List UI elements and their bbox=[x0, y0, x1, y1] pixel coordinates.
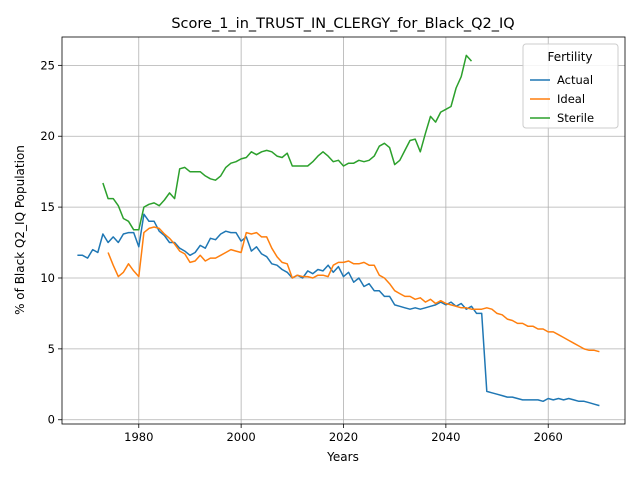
x-tick-label: 2020 bbox=[329, 430, 358, 444]
legend-label-sterile: Sterile bbox=[557, 111, 594, 125]
x-axis-label: Years bbox=[326, 450, 359, 464]
series-line-actual bbox=[77, 213, 600, 407]
legend-box bbox=[522, 43, 619, 129]
y-tick-label: 25 bbox=[40, 58, 55, 72]
series-line-ideal bbox=[107, 226, 600, 353]
x-tick-label: 2000 bbox=[226, 430, 255, 444]
x-tick-label: 2040 bbox=[431, 430, 460, 444]
y-axis: 0 5 10 15 20 25 bbox=[40, 58, 62, 427]
x-axis: 1980 2000 2020 2040 2060 bbox=[124, 424, 563, 444]
x-tick-label: 2060 bbox=[534, 430, 563, 444]
y-tick-label: 15 bbox=[40, 200, 55, 214]
y-tick-label: 5 bbox=[48, 342, 55, 356]
y-tick-label: 10 bbox=[40, 271, 55, 285]
legend-items: Actual Ideal Sterile bbox=[530, 73, 594, 125]
x-tick-label: 1980 bbox=[124, 430, 153, 444]
y-axis-label: % of Black Q2_IQ Population bbox=[13, 145, 27, 315]
legend-title: Fertility bbox=[547, 50, 592, 64]
series-layer bbox=[77, 54, 600, 407]
legend-label-ideal: Ideal bbox=[557, 92, 585, 106]
y-tick-label: 20 bbox=[40, 129, 55, 143]
y-tick-label: 0 bbox=[48, 413, 55, 427]
series-line-sterile bbox=[102, 54, 473, 231]
legend-label-actual: Actual bbox=[557, 73, 593, 87]
chart-title: Score_1_in_TRUST_IN_CLERGY_for_Black_Q2_… bbox=[171, 16, 514, 32]
legend: Fertility Actual Ideal Sterile bbox=[522, 43, 619, 129]
